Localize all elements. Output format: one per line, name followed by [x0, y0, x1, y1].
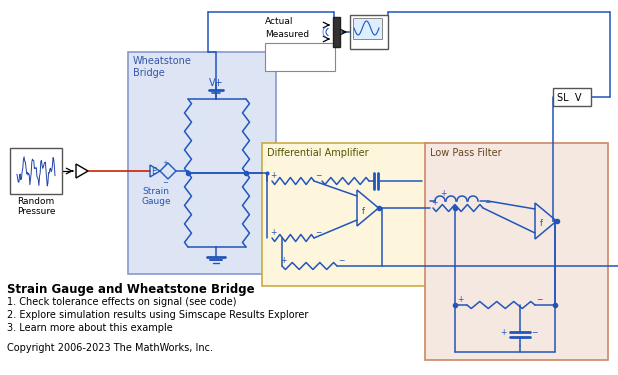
Text: +: + [457, 295, 464, 304]
Text: +: + [162, 160, 168, 166]
Text: f: f [540, 219, 543, 228]
Text: Strain
Gauge: Strain Gauge [141, 187, 171, 206]
Bar [10, 148, 62, 194]
Bar [350, 15, 388, 49]
Text: Measured: Measured [265, 30, 309, 39]
Text: Differential Amplifier: Differential Amplifier [267, 148, 368, 158]
Bar [128, 52, 276, 274]
Bar [353, 18, 382, 39]
Text: −: − [531, 328, 538, 337]
Text: +: + [431, 198, 438, 207]
Text: +: + [440, 189, 446, 198]
Text: Actual: Actual [265, 17, 294, 26]
Text: Strain Gauge and Wheatstone Bridge: Strain Gauge and Wheatstone Bridge [7, 283, 255, 296]
Text: −: − [536, 295, 543, 304]
Text: 2. Explore simulation results using Simscape Results Explorer: 2. Explore simulation results using Sims… [7, 310, 308, 320]
Text: E: E [151, 168, 156, 177]
Text: Low Pass Filter: Low Pass Filter [430, 148, 502, 158]
Text: Wheatstone
Bridge: Wheatstone Bridge [133, 56, 192, 78]
Text: 1. Check tolerance effects on signal (see code): 1. Check tolerance effects on signal (se… [7, 297, 237, 307]
Text: −: − [315, 228, 321, 237]
Text: −: − [162, 180, 168, 186]
Text: V+: V+ [209, 78, 223, 88]
Text: 3. Learn more about this example: 3. Learn more about this example [7, 323, 173, 333]
Text: SL  V: SL V [557, 93, 582, 103]
Bar [265, 43, 335, 71]
Text: f: f [362, 207, 365, 216]
Text: +: + [270, 228, 276, 237]
Text: +: + [280, 256, 286, 265]
Text: −: − [315, 171, 321, 180]
Text: Copyright 2006-2023 The MathWorks, Inc.: Copyright 2006-2023 The MathWorks, Inc. [7, 343, 213, 353]
Text: +: + [500, 328, 506, 337]
Bar [425, 143, 608, 360]
Text: +: + [270, 171, 276, 180]
Bar [333, 17, 340, 47]
Text: −: − [484, 198, 490, 207]
Text: Random
Pressure: Random Pressure [17, 197, 55, 216]
Text: −: − [338, 256, 344, 265]
Bar [553, 88, 591, 106]
Bar [262, 143, 427, 286]
